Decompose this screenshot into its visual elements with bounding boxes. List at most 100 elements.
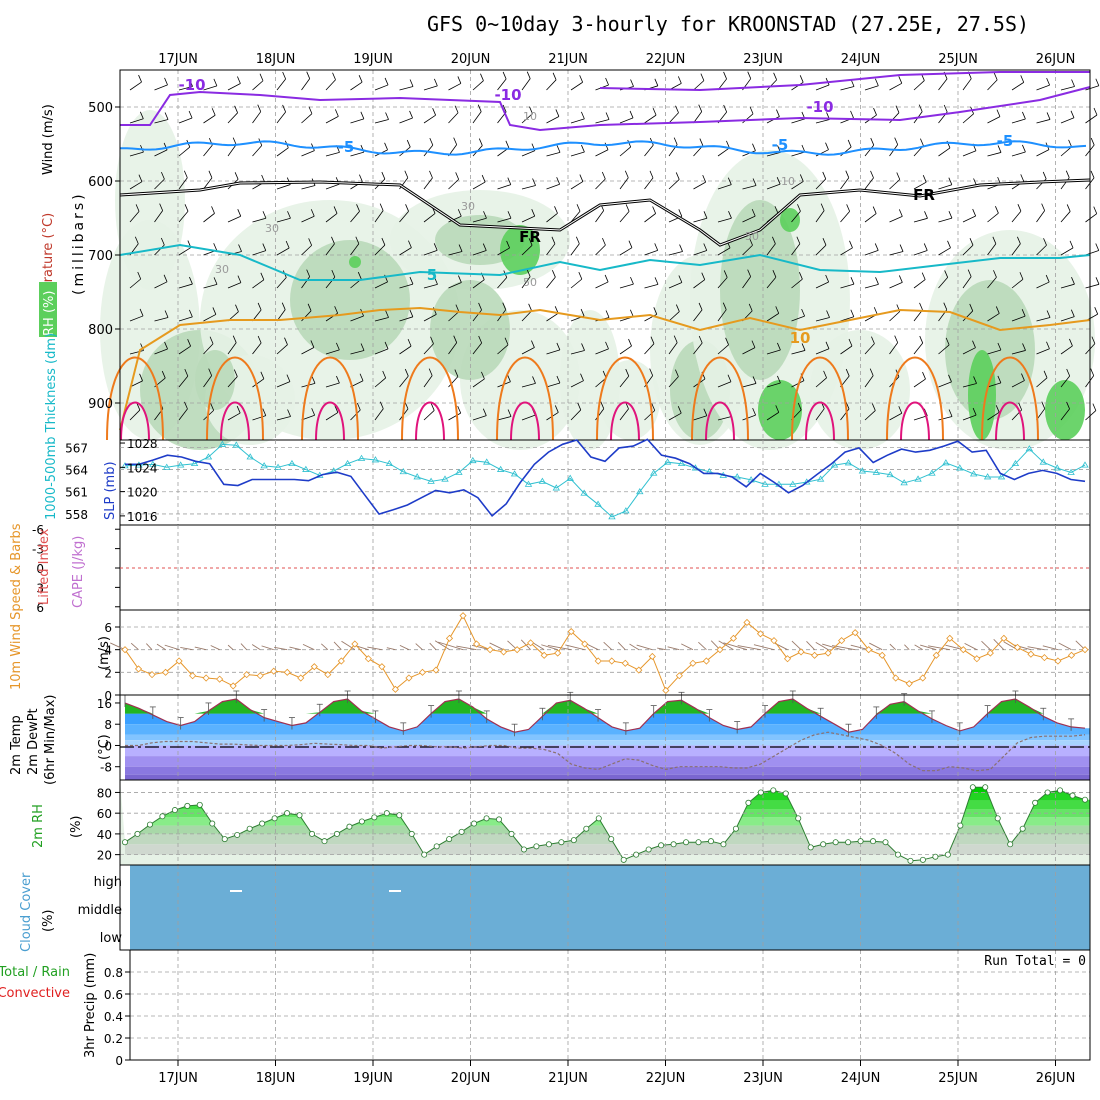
wind10m-unit-label: (m/s) bbox=[97, 636, 112, 670]
wind-speed-marker bbox=[932, 651, 940, 659]
humidity-marker bbox=[496, 816, 503, 823]
upper-wind-barb bbox=[644, 283, 659, 289]
upper-wind-barb bbox=[987, 212, 999, 223]
upper-wind-barb bbox=[717, 416, 732, 421]
upper-wind-barb bbox=[791, 81, 804, 91]
thickness-marker bbox=[914, 475, 922, 482]
pressure-ticks: 567 564 561 558 1028 1024 1020 1016 bbox=[65, 437, 157, 524]
upper-wind-barb-flag bbox=[1045, 274, 1050, 283]
top-date-label: 20JUN bbox=[451, 52, 491, 67]
upper-wind-barb-flag bbox=[895, 105, 900, 113]
humidity-marker bbox=[957, 822, 964, 829]
upper-wind-barb bbox=[889, 311, 901, 322]
wind10m-barb bbox=[964, 642, 978, 651]
isotherm-label: FR bbox=[913, 186, 935, 204]
wind-speed-marker bbox=[716, 646, 724, 654]
wind10m-barb bbox=[333, 641, 342, 650]
cloud-gap-1 bbox=[230, 890, 242, 892]
upper-wind-barb-flag bbox=[945, 337, 950, 346]
upper-wind-barb bbox=[154, 149, 168, 157]
upper-wind-barb bbox=[1060, 408, 1070, 421]
upper-wind-barb bbox=[1011, 243, 1021, 256]
upper-wind-barb-flag bbox=[236, 405, 241, 414]
thickness-marker bbox=[1025, 445, 1034, 452]
wind10m-barb bbox=[194, 646, 207, 651]
upper-wind-barb bbox=[717, 381, 732, 388]
upper-wind-barb-flag bbox=[308, 238, 313, 246]
upper-wind-barb-flag bbox=[848, 338, 853, 347]
upper-wind-barb-flag bbox=[628, 338, 632, 347]
upper-wind-barb bbox=[472, 279, 485, 289]
upper-wind-barb bbox=[619, 177, 629, 190]
upper-wind-barb bbox=[399, 316, 413, 322]
upper-wind-barb bbox=[154, 119, 169, 124]
thickness-marker bbox=[1053, 464, 1061, 471]
humidity-marker bbox=[421, 851, 428, 858]
upper-wind-barb bbox=[938, 416, 953, 421]
upper-wind-barb-flag bbox=[184, 204, 189, 212]
upper-wind-barb bbox=[448, 342, 458, 355]
upper-wind-barb-flag bbox=[307, 303, 312, 311]
upper-wind-barb bbox=[423, 213, 436, 223]
wind-speed-marker bbox=[513, 646, 521, 654]
upper-wind-barb-flag bbox=[1093, 107, 1098, 116]
temperature-minmax-bars bbox=[122, 690, 1075, 737]
upper-wind-barb bbox=[521, 150, 536, 157]
wind10m-barb bbox=[869, 642, 883, 651]
temperature-white-mask bbox=[120, 695, 1090, 733]
upper-wind-barb bbox=[791, 151, 806, 157]
humidity-marker bbox=[408, 830, 415, 837]
upper-wind-barb bbox=[864, 343, 875, 355]
upper-wind-barb-flag bbox=[752, 376, 757, 384]
precip-grid bbox=[130, 950, 1090, 1060]
upper-wind-barb bbox=[1036, 348, 1050, 355]
isotherm-labels: -10 -10 -10 -5 -5 -5 FR FR 5 10 10 10 30 30 30 50 50 bbox=[178, 76, 1013, 347]
upper-wind-barb-flag bbox=[604, 142, 609, 150]
upper-wind-barb-flag bbox=[752, 407, 756, 416]
wind-speed-marker bbox=[378, 663, 386, 671]
upper-wind-barb-flag bbox=[677, 76, 682, 84]
upper-wind-barb-flag bbox=[455, 172, 460, 180]
upper-wind-barb-flag bbox=[434, 78, 438, 87]
upper-wind-barb bbox=[717, 344, 729, 355]
upper-wind-barb bbox=[938, 217, 953, 223]
thickness-marker bbox=[844, 459, 853, 466]
wind-speed-marker bbox=[1013, 643, 1021, 651]
upper-wind-barb bbox=[423, 314, 437, 322]
upper-wind-barb bbox=[399, 345, 412, 355]
upper-wind-barb bbox=[693, 309, 703, 322]
upper-wind-barb bbox=[938, 184, 952, 190]
upper-wind-barb-flag bbox=[1070, 309, 1075, 317]
upper-wind-barb-flag bbox=[356, 204, 360, 212]
wind10m-barb bbox=[657, 647, 666, 651]
upper-wind-barb bbox=[472, 181, 486, 190]
upper-wind-barb bbox=[742, 383, 757, 388]
upper-wind-barb bbox=[276, 78, 286, 91]
upper-wind-barb bbox=[325, 79, 336, 91]
upper-wind-barb-flag bbox=[675, 304, 680, 312]
humidity-marker bbox=[720, 841, 727, 848]
precip-tick-label: 0.4 bbox=[104, 1010, 123, 1024]
isotherm-diurnal-inner bbox=[220, 401, 250, 441]
upper-wind-barb bbox=[693, 181, 706, 190]
upper-wind-barb bbox=[1011, 315, 1026, 322]
upper-wind-barb-flag bbox=[775, 306, 780, 314]
wind10m-barb bbox=[547, 645, 572, 651]
thickness-marker bbox=[246, 453, 254, 460]
upper-wind-barb-flag bbox=[1095, 243, 1100, 251]
upper-wind-barb bbox=[668, 179, 680, 190]
upper-wind-barb-flag bbox=[873, 307, 878, 315]
cloud-level-low: low bbox=[100, 931, 123, 946]
upper-wind-barb-flag bbox=[894, 137, 899, 145]
humidity-marker bbox=[234, 831, 241, 838]
isotherm-diurnal-inner bbox=[315, 401, 345, 441]
humidity-marker bbox=[795, 815, 802, 822]
upper-wind-barb bbox=[791, 315, 805, 322]
upper-wind-barb bbox=[227, 144, 237, 157]
upper-wind-barb bbox=[938, 78, 948, 91]
upper-wind-barb-flag bbox=[579, 75, 584, 83]
upper-wind-barb bbox=[889, 216, 903, 223]
upper-wind-barb-flag bbox=[1066, 204, 1071, 212]
humidity-marker bbox=[558, 839, 565, 846]
upper-wind-barb bbox=[1011, 380, 1025, 388]
